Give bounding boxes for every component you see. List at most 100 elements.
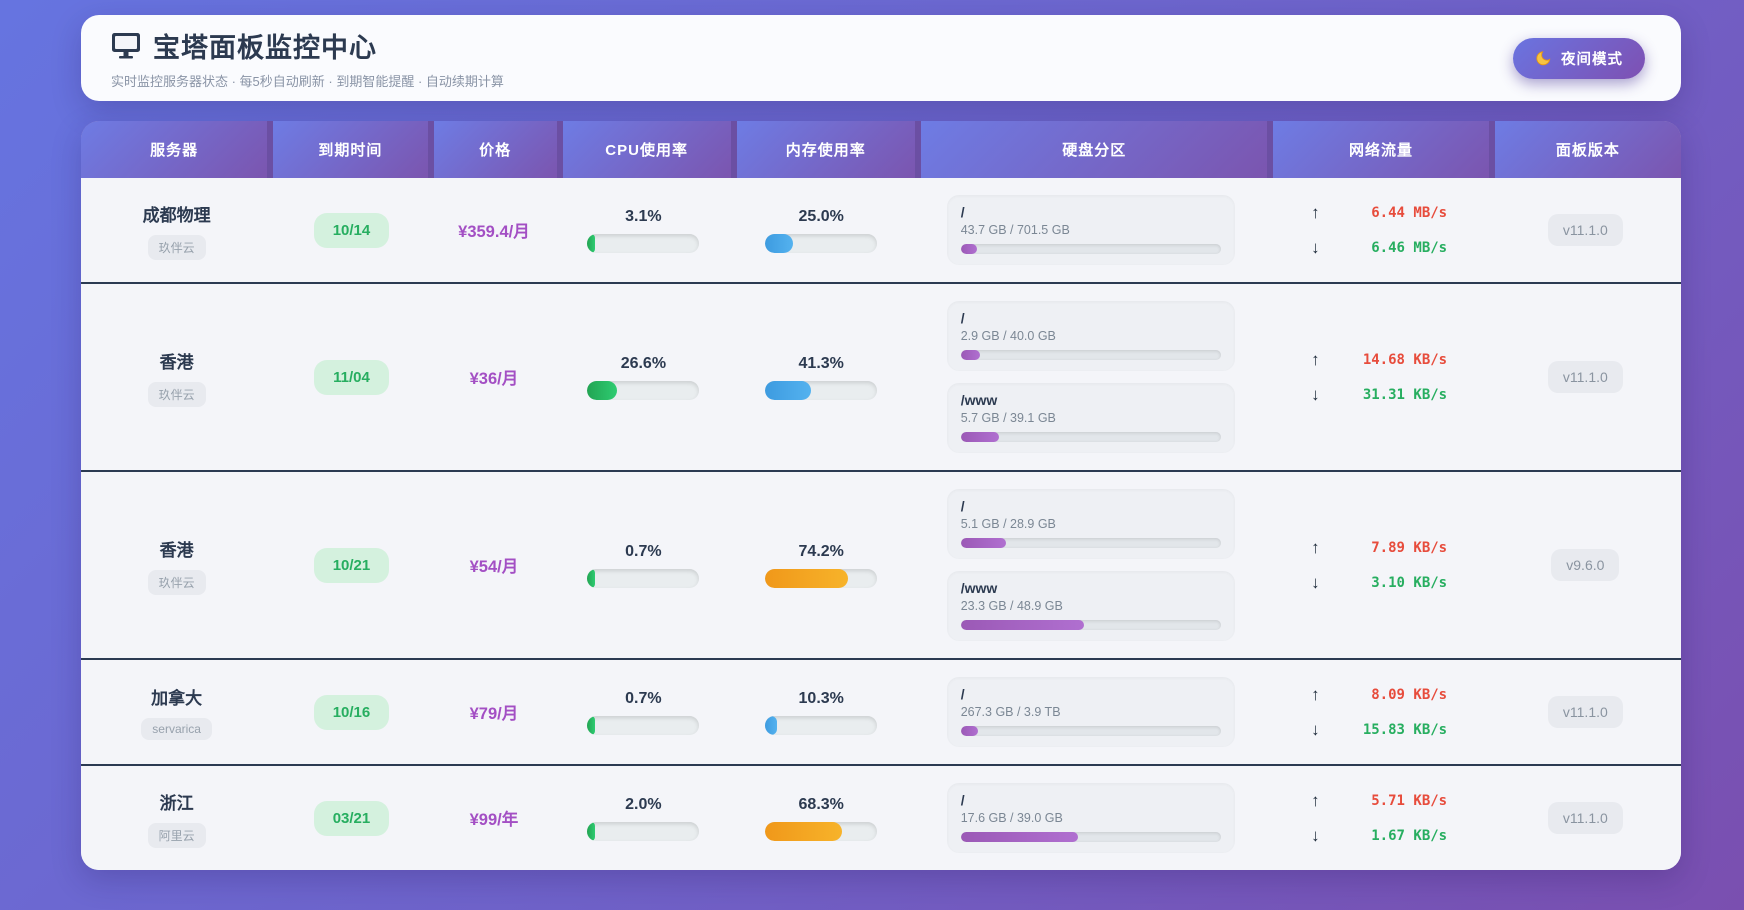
memory-progress-track	[765, 568, 878, 588]
cpu-cell: 26.6%	[557, 284, 729, 470]
expiry-cell: 11/04	[272, 284, 430, 470]
cpu-progress-track	[587, 568, 700, 588]
net-down-value: 1.67 KB/s	[1371, 827, 1448, 844]
version-cell: v11.1.0	[1490, 178, 1681, 282]
net-up-value: 5.71 KB/s	[1371, 792, 1448, 809]
version-badge: v11.1.0	[1547, 361, 1623, 393]
disk-card: / 43.7 GB / 701.5 GB	[946, 195, 1235, 265]
server-cell: 加拿大 servarica	[81, 660, 272, 764]
cpu-progress-fill	[587, 568, 596, 588]
version-badge: v9.6.0	[1551, 549, 1620, 581]
network-cell: ↑ 14.68 KB/s ↓ 31.31 KB/s	[1269, 284, 1490, 470]
disk-card: / 17.6 GB / 39.0 GB	[946, 783, 1235, 853]
memory-progress-track	[765, 821, 878, 841]
server-row: 成都物理 玖伴云 10/14 ¥359.4/月 3.1% 25.0% / 43.…	[81, 178, 1681, 282]
disk-cell: / 43.7 GB / 701.5 GB	[913, 178, 1269, 282]
server-name: 香港	[159, 540, 194, 560]
cpu-cell: 0.7%	[557, 660, 729, 764]
server-name: 香港	[159, 352, 194, 372]
disk-usage-text: 43.7 GB / 701.5 GB	[960, 223, 1070, 237]
disk-list: / 2.9 GB / 40.0 GB /www 5.7 GB / 39.1 GB	[946, 301, 1235, 453]
column-header: CPU使用率	[562, 121, 731, 178]
cpu-cell: 3.1%	[557, 178, 729, 282]
table-header-row: 服务器 到期时间 价格 CPU使用率 内存使用率 硬盘分区 网络流量 面板版本	[81, 121, 1681, 178]
memory-cell: 68.3%	[730, 766, 913, 870]
disk-progress-track	[960, 244, 1221, 254]
net-up-row: ↑ 14.68 KB/s	[1311, 350, 1447, 370]
disk-progress-fill	[960, 726, 979, 736]
cpu-usage-text: 2.0%	[625, 795, 662, 813]
disk-progress-fill	[960, 350, 980, 360]
net-up-value: 7.89 KB/s	[1371, 539, 1448, 556]
price-text: ¥36/月	[469, 370, 519, 388]
expiry-cell: 10/16	[272, 660, 430, 764]
monitor-icon	[111, 32, 141, 60]
night-mode-label: 夜间模式	[1561, 51, 1623, 68]
down-arrow-icon: ↓	[1311, 384, 1320, 404]
expiry-cell: 10/21	[272, 472, 430, 658]
expiry-badge: 10/14	[313, 212, 390, 248]
version-cell: v9.6.0	[1490, 472, 1681, 658]
price-text: ¥99/年	[469, 811, 519, 829]
disk-progress-track	[960, 726, 1221, 736]
cpu-progress-track	[587, 233, 700, 253]
cpu-progress-fill	[587, 821, 596, 841]
net-down-row: ↓ 6.46 MB/s	[1311, 238, 1447, 258]
disk-usage-text: 5.7 GB / 39.1 GB	[960, 411, 1056, 425]
disk-progress-track	[960, 350, 1221, 360]
memory-cell: 74.2%	[730, 472, 913, 658]
net-up-row: ↑ 8.09 KB/s	[1311, 685, 1447, 705]
server-cell: 香港 玖伴云	[81, 472, 272, 658]
column-header-label: 网络流量	[1349, 142, 1414, 159]
provider-badge: 玖伴云	[147, 381, 206, 407]
memory-cell: 10.3%	[730, 660, 913, 764]
network-cell: ↑ 5.71 KB/s ↓ 1.67 KB/s	[1269, 766, 1490, 870]
disk-mount-label: /	[960, 686, 965, 702]
down-arrow-icon: ↓	[1311, 237, 1320, 257]
server-row: 香港 玖伴云 11/04 ¥36/月 26.6% 41.3% / 2.9 GB …	[81, 282, 1681, 470]
network-cell: ↑ 7.89 KB/s ↓ 3.10 KB/s	[1269, 472, 1490, 658]
memory-progress-fill	[765, 380, 812, 400]
disk-usage-text: 2.9 GB / 40.0 GB	[960, 329, 1056, 343]
cpu-usage-text: 0.7%	[625, 689, 662, 707]
server-cell: 香港 玖伴云	[81, 284, 272, 470]
memory-usage-text: 41.3%	[798, 354, 844, 372]
server-name: 浙江	[159, 793, 194, 813]
moon-icon	[1535, 50, 1552, 67]
disk-card: / 5.1 GB / 28.9 GB	[946, 489, 1235, 559]
page-subtitle: 实时监控服务器状态 · 每5秒自动刷新 · 到期智能提醒 · 自动续期计算	[111, 74, 504, 89]
memory-cell: 41.3%	[730, 284, 913, 470]
cpu-usage-text: 26.6%	[620, 354, 667, 372]
night-mode-button[interactable]: 夜间模式	[1513, 37, 1645, 79]
memory-usage-text: 68.3%	[798, 795, 844, 813]
disk-usage-text: 5.1 GB / 28.9 GB	[960, 517, 1056, 531]
table-body: 成都物理 玖伴云 10/14 ¥359.4/月 3.1% 25.0% / 43.…	[81, 178, 1681, 870]
version-cell: v11.1.0	[1490, 766, 1681, 870]
net-up-value: 8.09 KB/s	[1371, 686, 1448, 703]
server-cell: 成都物理 玖伴云	[81, 178, 272, 282]
column-header-label: 服务器	[150, 142, 199, 159]
expiry-badge: 03/21	[313, 800, 390, 836]
disk-card: / 267.3 GB / 3.9 TB	[946, 677, 1235, 747]
memory-progress-fill	[765, 233, 794, 253]
disk-usage-text: 17.6 GB / 39.0 GB	[960, 811, 1063, 825]
server-name: 加拿大	[151, 689, 203, 708]
price-text: ¥54/月	[469, 558, 519, 576]
cpu-progress-fill	[587, 715, 596, 735]
disk-mount-label: /	[960, 204, 965, 220]
disk-list: / 43.7 GB / 701.5 GB	[946, 195, 1235, 265]
cpu-usage-text: 3.1%	[625, 207, 662, 225]
memory-progress-track	[765, 380, 878, 400]
disk-card: / 2.9 GB / 40.0 GB	[946, 301, 1235, 371]
up-arrow-icon: ↑	[1311, 537, 1320, 557]
disk-progress-fill	[960, 620, 1085, 630]
column-header-label: 到期时间	[318, 142, 383, 159]
column-header: 价格	[433, 121, 557, 178]
column-header: 网络流量	[1273, 121, 1489, 178]
version-badge: v11.1.0	[1547, 802, 1623, 834]
disk-mount-label: /www	[960, 392, 998, 408]
net-up-value: 6.44 MB/s	[1371, 204, 1448, 221]
version-cell: v11.1.0	[1490, 284, 1681, 470]
cpu-usage-text: 0.7%	[625, 542, 662, 560]
price-text: ¥359.4/月	[458, 223, 530, 241]
